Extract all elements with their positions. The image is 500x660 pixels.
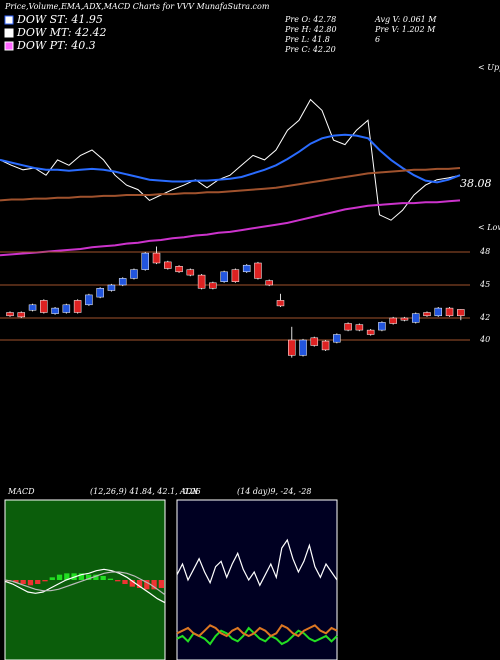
histogram-bar (151, 580, 157, 590)
annotation: < Lower (478, 223, 500, 232)
legend-swatch (4, 41, 14, 51)
histogram-bar (115, 580, 121, 582)
candle-body (6, 312, 14, 317)
candle-body (28, 304, 37, 311)
candle-body (310, 337, 319, 346)
stat: Avg V: 0.061 M (374, 15, 437, 24)
legend-swatch (4, 28, 14, 38)
candle-body (197, 274, 206, 289)
candle-body (186, 269, 195, 276)
candle-body (299, 339, 307, 356)
legend-label: DOW MT: 42.42 (16, 26, 107, 39)
y-tick-label: 48 (479, 247, 490, 256)
ema-line (0, 167, 461, 202)
candle-body (242, 264, 251, 273)
histogram-bar (100, 576, 106, 580)
candle-body (40, 300, 48, 313)
candle-body (73, 300, 82, 313)
candle-body (288, 339, 296, 356)
candle-body (141, 252, 149, 270)
histogram-bar (78, 573, 84, 580)
candle-body (344, 323, 352, 331)
panel-title: ADX (179, 487, 198, 496)
y-tick-label: 45 (479, 280, 490, 289)
candle-body (130, 269, 138, 279)
ema-line (0, 199, 461, 257)
histogram-bar (49, 577, 55, 580)
histogram-bar (144, 580, 150, 590)
stat: 6 (375, 35, 380, 44)
indicator-line (176, 626, 338, 646)
candle-body (152, 252, 161, 264)
panel-title: MACD (7, 487, 35, 496)
candle-body (85, 294, 93, 306)
candle-body (265, 280, 273, 286)
page-title: Price,Volume,EMA,ADX,MACD Charts for VVV… (4, 2, 270, 11)
histogram-bar (158, 580, 164, 588)
histogram-bar (20, 580, 26, 584)
histogram-bar (136, 580, 143, 588)
candle-body (276, 300, 285, 307)
histogram-bar (35, 580, 41, 584)
stat: Pre V: 1.202 M (374, 25, 436, 34)
legend-swatch (4, 15, 14, 25)
candle-body (17, 312, 26, 318)
ema-line (0, 98, 461, 221)
candle-body (175, 266, 183, 273)
panel-subtitle: (12,26,9) 41.84, 42.1, -0.26 (90, 487, 201, 496)
panel-subtitle: (14 day)9, -24, -28 (237, 487, 311, 496)
candle-body (231, 269, 240, 282)
candle-body (164, 261, 172, 269)
stat: Pre H: 42.80 (284, 25, 337, 34)
candle-body (434, 307, 443, 317)
histogram-bar (64, 573, 70, 580)
legend-label: DOW ST: 41.95 (16, 13, 103, 26)
candle-body (254, 262, 262, 279)
indicator-line (176, 538, 338, 587)
histogram-bar (42, 580, 48, 582)
histogram-bar (56, 574, 63, 580)
candle-body (355, 324, 364, 331)
histogram-bar (13, 580, 19, 583)
histogram-bar (107, 578, 114, 580)
indicator-line (4, 571, 166, 596)
histogram-bar (27, 580, 34, 586)
candle-body (107, 284, 116, 291)
candle-body (96, 288, 104, 298)
stat: Pre C: 42.20 (284, 45, 336, 54)
indicator-line (4, 568, 166, 604)
histogram-bar (129, 580, 135, 587)
candle-body (411, 313, 420, 323)
candle-body (445, 307, 454, 317)
stat: Pre L: 41.8 (284, 35, 330, 44)
ema-line (0, 133, 461, 184)
candle-body (457, 309, 465, 317)
candle-body (423, 312, 431, 317)
indicator-line (176, 624, 338, 638)
y-tick-label: 40 (479, 335, 490, 344)
candle-body (220, 271, 228, 282)
annotation: < Uppe (478, 63, 500, 72)
candle-body (51, 307, 59, 314)
histogram-bar (122, 580, 128, 584)
histogram-bar (86, 574, 92, 580)
candle-body (378, 322, 386, 331)
candle-body (400, 317, 409, 321)
candle-body (333, 334, 341, 343)
candle-body (209, 282, 217, 289)
candle-body (62, 304, 71, 313)
candle-body (389, 317, 397, 324)
legend-label: DOW PT: 40.3 (16, 39, 96, 52)
candle-body (366, 329, 375, 335)
histogram-bar (93, 574, 99, 580)
candle-body (118, 278, 127, 286)
candle-body (321, 340, 330, 351)
annotation: 38.08 (460, 177, 492, 190)
stat: Pre O: 42.78 (284, 15, 336, 24)
y-tick-label: 42 (479, 313, 490, 322)
